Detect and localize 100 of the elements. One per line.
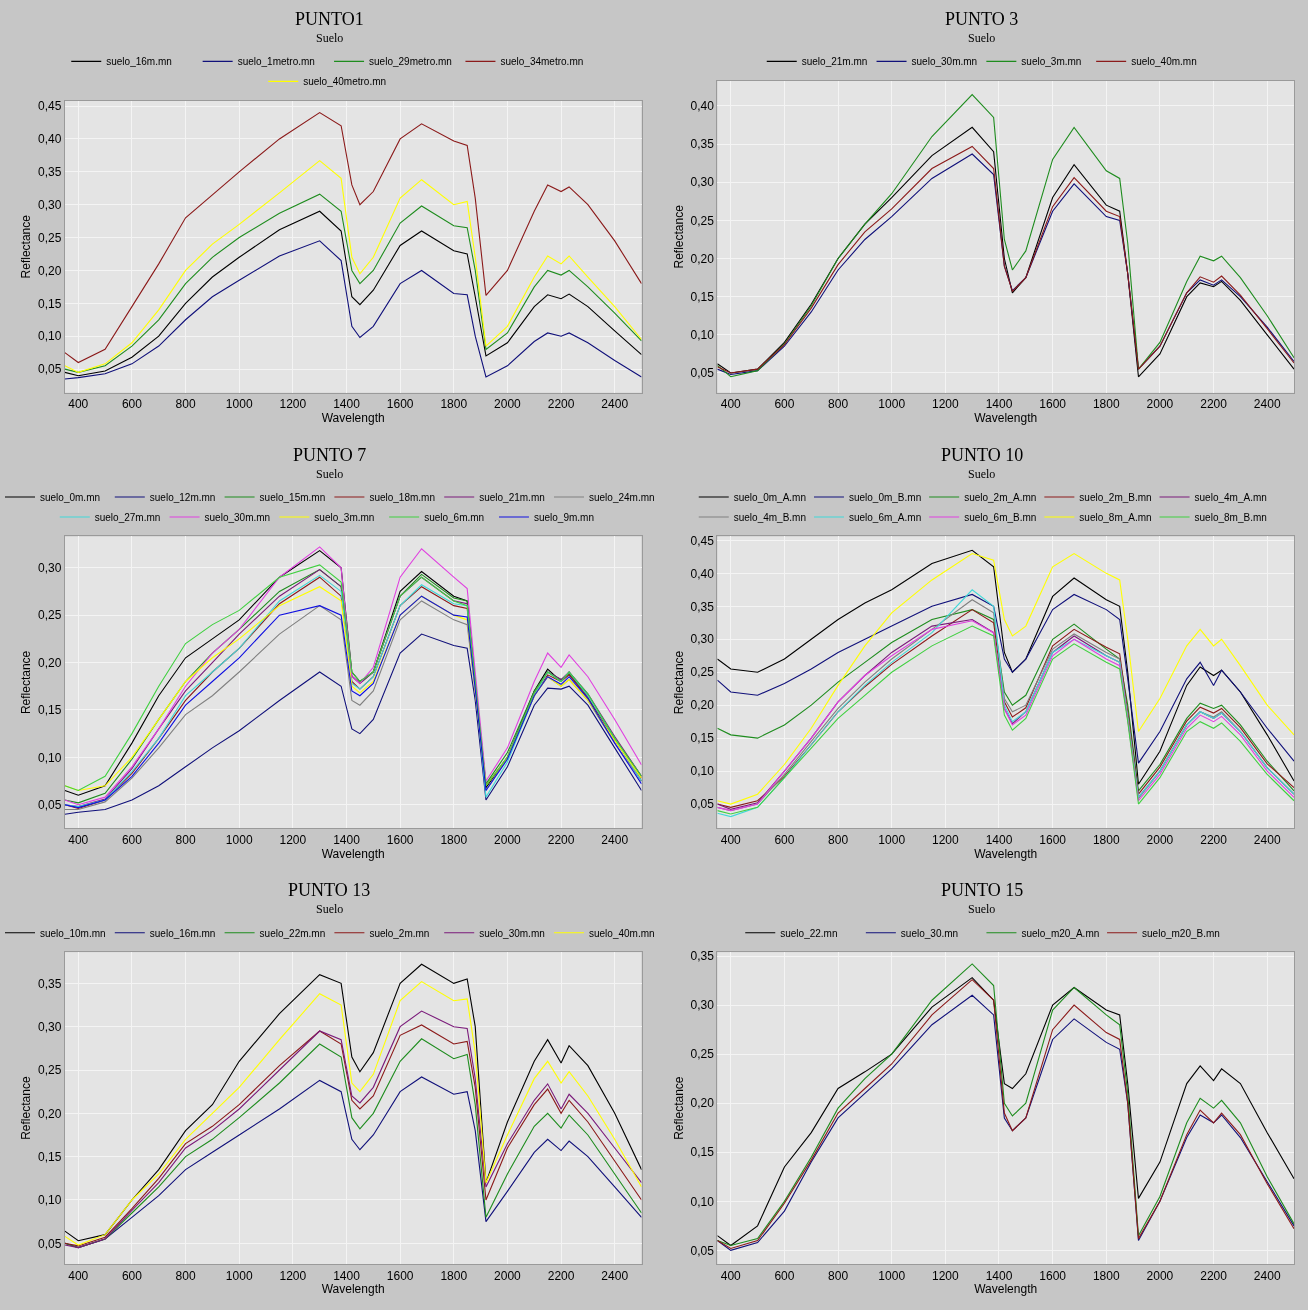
x-tick-label: 600	[774, 832, 795, 847]
y-tick-label: 0,15	[690, 289, 715, 304]
x-axis-title: Wavelength	[974, 846, 1038, 861]
x-tick-label: 800	[175, 1268, 196, 1283]
x-tick-label: 400	[720, 832, 742, 847]
x-tick-label: 1400	[333, 397, 361, 412]
x-tick-label: 800	[175, 832, 196, 847]
x-tick-label: 1600	[1039, 397, 1067, 412]
y-tick-label: 0,35	[38, 976, 62, 991]
x-tick-label: 400	[68, 1268, 89, 1283]
x-tick-label: 2400	[601, 1268, 629, 1283]
x-tick-label: 800	[175, 397, 196, 412]
x-tick-label: 1800	[440, 832, 468, 847]
y-tick-label: 0,25	[38, 230, 62, 245]
x-tick-label: 2000	[1146, 832, 1174, 847]
legend-label: suelo_22m.mn	[259, 927, 326, 939]
x-tick-label: 1600	[1039, 832, 1067, 847]
x-tick-label: 1400	[333, 1268, 361, 1283]
y-tick-label: 0,10	[690, 328, 715, 342]
y-tick-label: 0,15	[38, 703, 62, 718]
chart-title: PUNTO 3	[945, 9, 1019, 29]
y-tick-label: 0,05	[38, 362, 62, 377]
y-axis-title: Reflectance	[19, 650, 34, 715]
x-tick-label: 800	[828, 1268, 849, 1283]
x-axis-title: Wavelength	[321, 1282, 385, 1297]
x-tick-label: 1600	[386, 1268, 414, 1283]
legend-label: suelo_6m_A.mn	[848, 511, 922, 523]
x-tick-label: 1200	[279, 1268, 307, 1283]
y-tick-label: 0,30	[690, 175, 715, 190]
y-tick-label: 0,25	[690, 665, 715, 680]
y-axis-title: Reflectance	[671, 204, 686, 269]
legend-label: suelo_3m.mn	[1021, 56, 1082, 68]
y-tick-label: 0,30	[38, 197, 62, 212]
x-tick-label: 2000	[1146, 397, 1174, 412]
x-tick-label: 400	[720, 1268, 742, 1283]
chart-subtitle: Suelo	[316, 31, 344, 45]
x-tick-label: 800	[828, 832, 849, 847]
legend-label: suelo_10m.mn	[40, 927, 106, 939]
y-tick-label: 0,20	[690, 1096, 715, 1111]
legend-label: suelo_34metro.mn	[500, 56, 584, 68]
y-axis-title: Reflectance	[671, 1076, 686, 1140]
y-tick-label: 0,40	[690, 99, 715, 114]
legend-label: suelo_3m.mn	[314, 511, 375, 523]
y-tick-label: 0,45	[690, 533, 715, 548]
legend-label: suelo_m20_B.mn	[1142, 927, 1220, 939]
y-tick-label: 0,15	[38, 1149, 62, 1164]
y-tick-label: 0,30	[38, 560, 62, 575]
x-tick-label: 600	[121, 832, 143, 847]
y-axis-title: Reflectance	[671, 650, 686, 715]
legend-label: suelo_8m_B.mn	[1194, 511, 1267, 523]
legend-label: suelo_30m.mn	[479, 927, 545, 939]
y-tick-label: 0,30	[38, 1019, 62, 1034]
legend-label: suelo_9m.mn	[533, 511, 594, 523]
legend-label: suelo_0m_A.mn	[733, 491, 807, 503]
y-tick-label: 0,10	[690, 1194, 715, 1209]
x-tick-label: 2400	[1253, 832, 1281, 847]
y-tick-label: 0,05	[690, 366, 715, 381]
legend-label: suelo_29metro.mn	[369, 56, 452, 68]
legend-label: suelo_18m.mn	[369, 491, 435, 503]
chart-title: PUNTO 15	[941, 880, 1024, 900]
x-tick-label: 1800	[1092, 397, 1120, 412]
y-tick-label: 0,05	[38, 1236, 62, 1251]
legend-label: suelo_27m.mn	[94, 511, 161, 523]
y-tick-label: 0,35	[690, 949, 715, 964]
x-tick-label: 2200	[1200, 832, 1228, 847]
y-axis-title: Reflectance	[19, 1076, 34, 1140]
x-tick-label: 1000	[878, 397, 906, 412]
legend-label: suelo_30m.mn	[204, 511, 271, 523]
x-tick-label: 2200	[1200, 1268, 1228, 1283]
x-tick-label: 1200	[279, 832, 307, 847]
legend-label: suelo_40metro.mn	[303, 76, 387, 88]
y-tick-label: 0,15	[690, 1145, 715, 1160]
legend-label: suelo_30.mn	[900, 927, 959, 939]
y-tick-label: 0,35	[690, 599, 715, 614]
x-axis-title: Wavelength	[974, 411, 1038, 426]
x-tick-label: 600	[121, 1268, 143, 1283]
x-tick-label: 1000	[225, 1268, 253, 1283]
legend-label: suelo_40m.mn	[1131, 56, 1197, 68]
y-tick-label: 0,10	[38, 329, 62, 344]
y-tick-label: 0,20	[38, 263, 62, 278]
y-tick-label: 0,10	[690, 764, 715, 779]
y-tick-label: 0,25	[690, 213, 715, 228]
chart-subtitle: Suelo	[316, 902, 344, 916]
x-tick-label: 600	[774, 397, 795, 412]
x-tick-label: 1800	[440, 397, 468, 412]
x-tick-label: 1200	[932, 832, 960, 847]
x-tick-label: 2200	[547, 832, 575, 847]
x-tick-label: 1000	[225, 397, 253, 412]
x-tick-label: 2400	[1253, 397, 1281, 412]
x-tick-label: 2000	[1146, 1268, 1174, 1283]
x-tick-label: 1200	[279, 397, 307, 412]
legend-label: suelo_2m_A.mn	[964, 491, 1037, 503]
chart-title: PUNTO 10	[941, 445, 1024, 465]
y-tick-label: 0,15	[38, 296, 62, 311]
y-tick-label: 0,40	[690, 566, 715, 581]
x-tick-label: 1000	[878, 1268, 906, 1283]
x-tick-label: 1000	[225, 832, 253, 847]
chart-title: PUNTO 13	[288, 880, 371, 900]
y-tick-label: 0,20	[690, 698, 715, 713]
chart-subtitle: Suelo	[316, 467, 344, 481]
